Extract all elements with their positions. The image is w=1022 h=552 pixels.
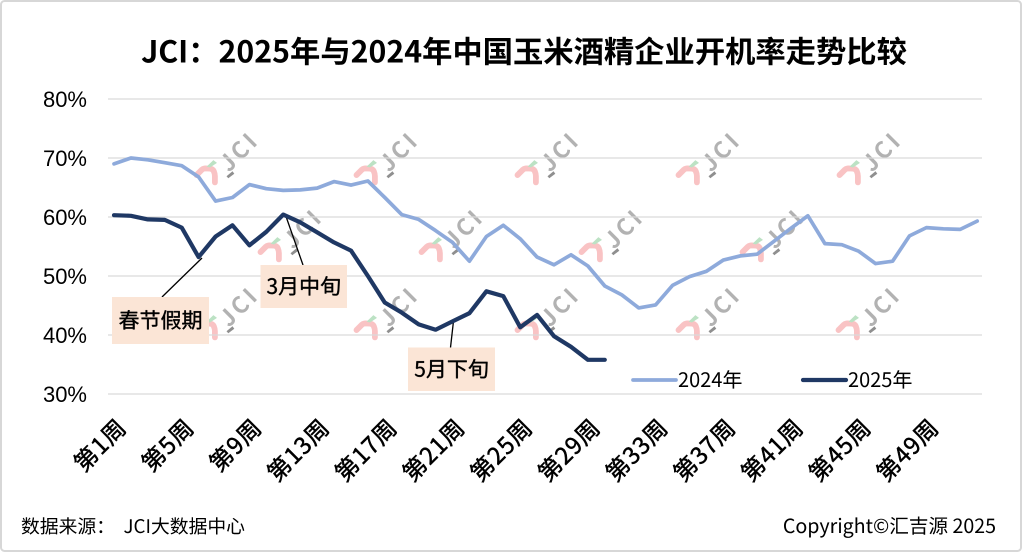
svg-text:80%: 80% [43, 87, 87, 112]
svg-text:30%: 30% [43, 382, 87, 407]
svg-text:60%: 60% [43, 205, 87, 230]
svg-text:50%: 50% [43, 264, 87, 289]
svg-text:70%: 70% [43, 146, 87, 171]
svg-text:40%: 40% [43, 323, 87, 348]
